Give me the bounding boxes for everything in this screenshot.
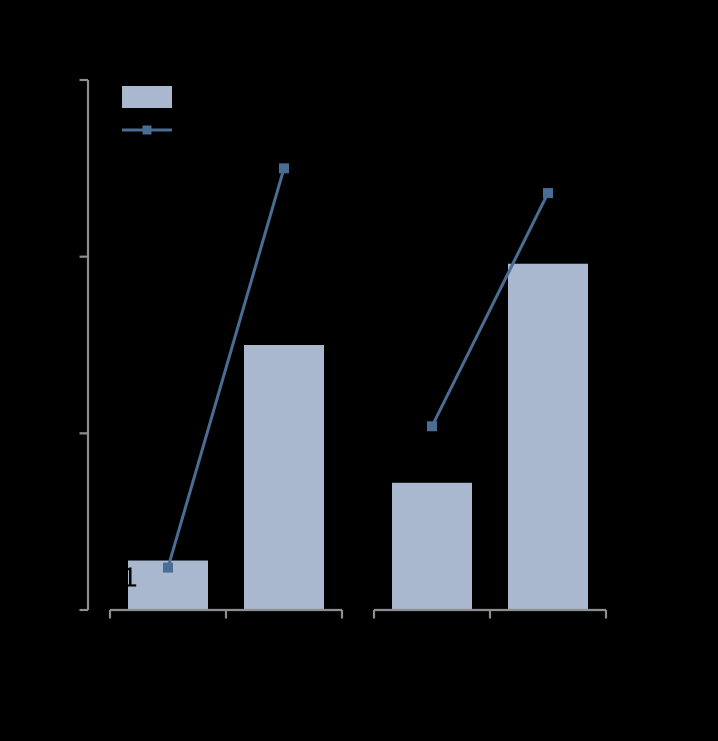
line-marker bbox=[280, 164, 289, 173]
bar bbox=[508, 264, 588, 610]
chart-svg: 1 bbox=[0, 0, 718, 741]
bar bbox=[392, 483, 472, 610]
line-marker bbox=[544, 189, 553, 198]
chart-container: 1 bbox=[0, 0, 718, 741]
legend-line-marker bbox=[143, 126, 152, 135]
line-marker bbox=[164, 563, 173, 572]
bar-label: 1 bbox=[122, 562, 138, 593]
bar bbox=[244, 345, 324, 610]
legend-swatch-bar bbox=[122, 86, 172, 108]
line-marker bbox=[428, 422, 437, 431]
